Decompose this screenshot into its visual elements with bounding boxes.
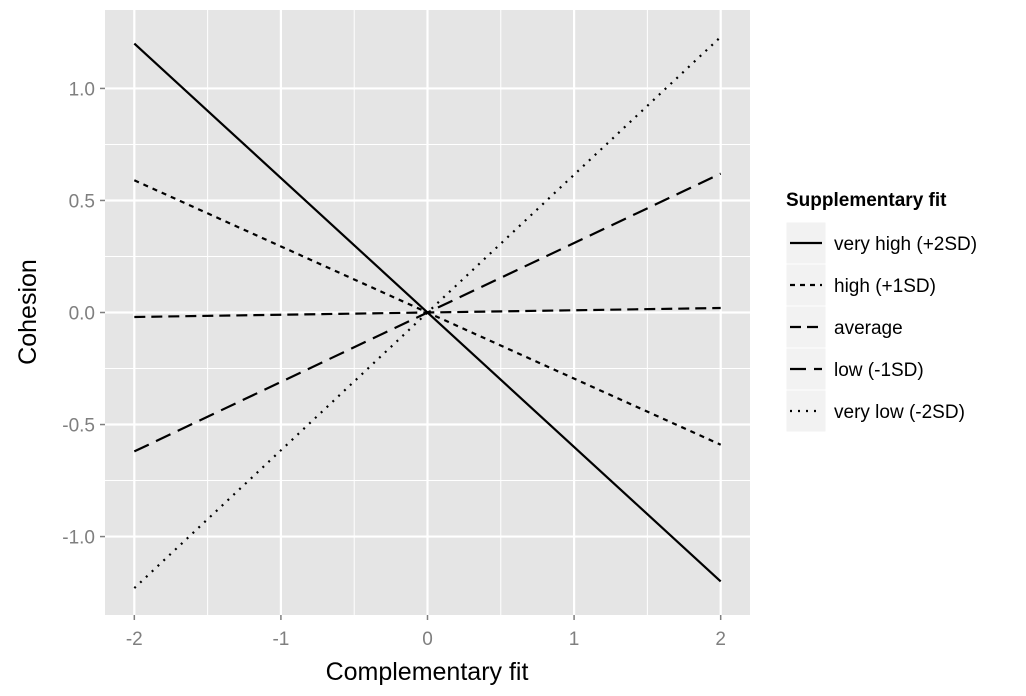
y-tick-label: 0.5 bbox=[69, 191, 95, 212]
legend-key-5 bbox=[785, 389, 827, 433]
legend-label-3: average bbox=[834, 318, 903, 339]
x-axis: -2 -1 0 1 2 bbox=[126, 615, 726, 650]
legend-label-1: very high (+2SD) bbox=[834, 234, 977, 255]
y-axis: -1.0 -0.5 0.0 0.5 1.0 bbox=[62, 79, 105, 549]
legend-label-4: low (-1SD) bbox=[834, 360, 924, 381]
x-axis-title: Complementary fit bbox=[326, 658, 529, 686]
legend-title: Supplementary fit bbox=[786, 190, 947, 211]
y-tick-label: 0.0 bbox=[69, 304, 95, 325]
series-lines bbox=[133, 36, 722, 589]
x-tick-label: 0 bbox=[422, 629, 433, 650]
y-tick-label: -0.5 bbox=[62, 416, 95, 437]
x-tick-label: -2 bbox=[126, 629, 143, 650]
x-tick-label: 2 bbox=[715, 629, 726, 650]
y-tick-label: -1.0 bbox=[62, 528, 95, 549]
legend-label-2: high (+1SD) bbox=[834, 276, 936, 297]
series-line-4 bbox=[133, 172, 722, 453]
y-tick-label: 1.0 bbox=[69, 79, 95, 100]
legend-label-5: very low (-2SD) bbox=[834, 402, 965, 423]
y-axis-title: Cohesion bbox=[14, 259, 42, 365]
x-tick-label: -1 bbox=[272, 629, 289, 650]
legend: Supplementary fit very high (+2SD) high (… bbox=[785, 190, 977, 433]
x-tick-label: 1 bbox=[569, 629, 580, 650]
